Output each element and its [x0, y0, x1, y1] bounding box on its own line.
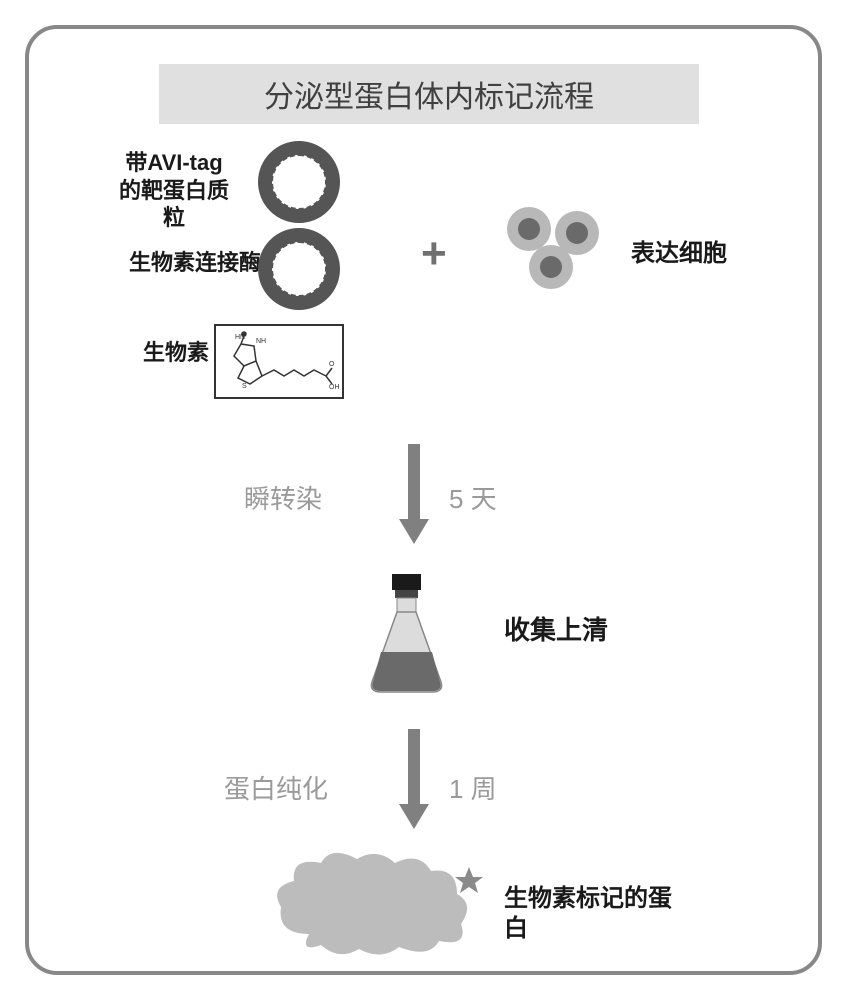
- arrow-down-icon: [399, 444, 429, 544]
- protein-cloud-icon: [269, 849, 489, 964]
- cells-icon: [499, 199, 609, 294]
- supernatant-text: 收集上清: [504, 615, 608, 645]
- ligase-label: 生物素连接酶: [91, 249, 261, 277]
- purification-text: 蛋白纯化: [224, 774, 328, 804]
- svg-text:HN: HN: [235, 334, 245, 341]
- svg-text:NH: NH: [256, 338, 266, 345]
- arrow-down-icon: [399, 729, 429, 829]
- final-protein-text: 生物素标记的蛋白: [504, 885, 672, 942]
- svg-text:OH: OH: [329, 384, 340, 391]
- transfection-time-text: 5 天: [449, 484, 497, 514]
- plasmid-icon: [254, 137, 344, 227]
- cells-label: 表达细胞: [631, 239, 751, 269]
- diagram-frame: 分泌型蛋白体内标记流程 带AVI-tag的靶蛋白质粒 生物素连接酶 生物素: [25, 25, 822, 975]
- plasmid-icon: [254, 224, 344, 314]
- transfection-label: 瞬转染: [244, 479, 322, 516]
- cells-text: 表达细胞: [631, 240, 727, 267]
- purification-time-text: 1 周: [449, 774, 497, 804]
- transfection-text: 瞬转染: [244, 484, 322, 514]
- purification-time-label: 1 周: [449, 769, 497, 806]
- plus-icon: +: [421, 229, 447, 279]
- title-text: 分泌型蛋白体内标记流程: [264, 72, 594, 116]
- final-protein-label: 生物素标记的蛋白: [504, 884, 714, 944]
- avi-plasmid-label: 带AVI-tag的靶蛋白质粒: [99, 149, 249, 232]
- biotin-text: 生物素: [143, 340, 209, 365]
- svg-text:O: O: [329, 361, 335, 368]
- supernatant-label: 收集上清: [504, 614, 644, 647]
- purification-label: 蛋白纯化: [224, 769, 328, 806]
- ligase-text: 生物素连接酶: [129, 250, 261, 275]
- flask-icon: [359, 574, 454, 694]
- biotin-label: 生物素: [129, 339, 209, 367]
- avi-plasmid-text: 带AVI-tag的靶蛋白质粒: [119, 150, 229, 230]
- biotin-structure: HN NH S O OH: [214, 324, 344, 399]
- transfection-time-label: 5 天: [449, 479, 497, 516]
- svg-text:S: S: [242, 383, 247, 390]
- title-bar: 分泌型蛋白体内标记流程: [159, 64, 699, 124]
